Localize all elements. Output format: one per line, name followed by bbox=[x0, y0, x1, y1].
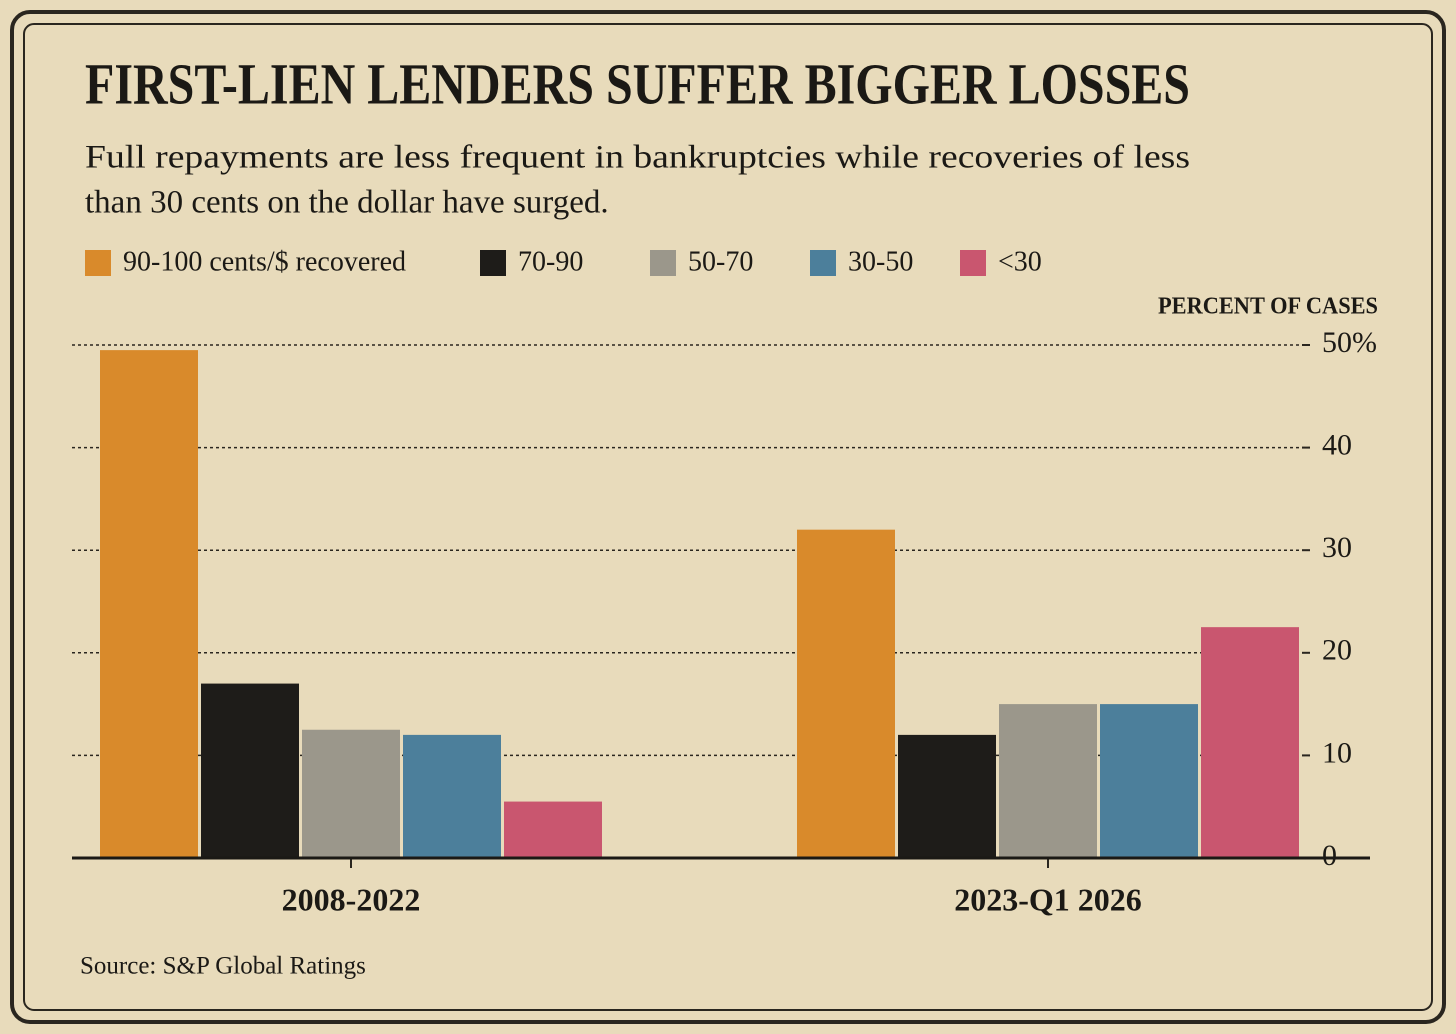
y-tick-label: 10 bbox=[1322, 736, 1352, 769]
y-tick-label: 0 bbox=[1322, 839, 1337, 872]
bar bbox=[1100, 704, 1198, 858]
bar bbox=[100, 350, 198, 858]
legend-swatch bbox=[960, 250, 986, 276]
legend-label: 30-50 bbox=[848, 246, 913, 277]
legend-swatch bbox=[810, 250, 836, 276]
legend-swatch bbox=[480, 250, 506, 276]
axis-label: PERCENT OF CASES bbox=[1158, 294, 1378, 320]
legend-label: 90-100 cents/$ recovered bbox=[123, 246, 406, 277]
y-tick-label: 50% bbox=[1322, 326, 1377, 359]
legend-label: <30 bbox=[998, 246, 1042, 277]
legend-swatch bbox=[650, 250, 676, 276]
subtitle: Full repayments are less frequent in ban… bbox=[85, 140, 1190, 176]
x-tick-label: 2008-2022 bbox=[282, 881, 421, 917]
bar bbox=[1201, 627, 1299, 858]
subtitle: than 30 cents on the dollar have surged. bbox=[85, 185, 609, 221]
legend-swatch bbox=[85, 250, 111, 276]
chart-title: FIRST-LIEN LENDERS SUFFER BIGGER LOSSES bbox=[85, 51, 1190, 116]
bar bbox=[302, 729, 400, 858]
x-tick-label: 2023-Q1 2026 bbox=[954, 881, 1142, 917]
legend-label: 70-90 bbox=[518, 246, 583, 277]
source: Source: S&P Global Ratings bbox=[80, 953, 366, 980]
bar bbox=[403, 734, 501, 858]
bar bbox=[504, 801, 602, 858]
outer-frame bbox=[10, 10, 1446, 1024]
legend-label: 50-70 bbox=[688, 246, 753, 277]
y-tick-label: 20 bbox=[1322, 634, 1352, 667]
bar bbox=[797, 529, 895, 858]
inner-frame bbox=[23, 23, 1433, 1011]
y-tick-label: 40 bbox=[1322, 428, 1352, 461]
bar bbox=[201, 683, 299, 858]
y-tick-label: 30 bbox=[1322, 531, 1352, 564]
bar bbox=[999, 704, 1097, 858]
bar bbox=[898, 734, 996, 858]
